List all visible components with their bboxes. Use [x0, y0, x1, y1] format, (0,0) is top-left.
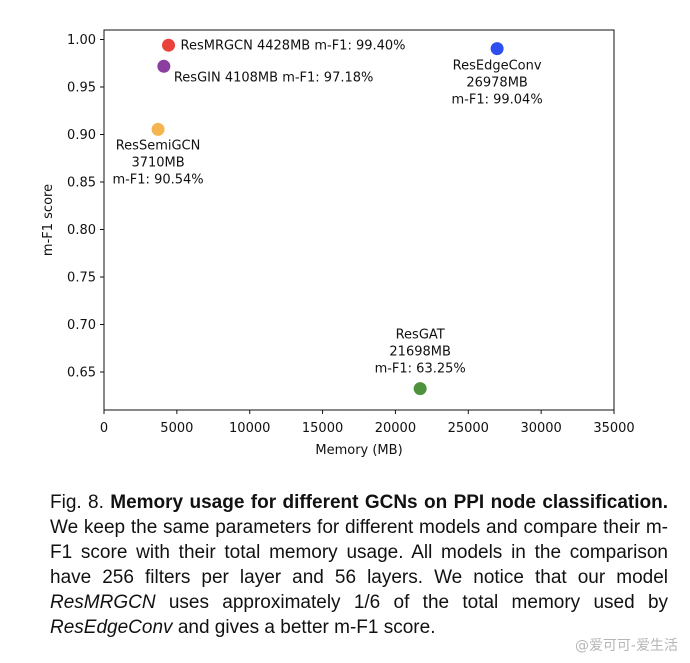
- label-ressemigcn: 3710MB: [131, 155, 184, 170]
- x-tick-label: 20000: [375, 421, 416, 436]
- y-tick-label: 0.65: [67, 366, 96, 381]
- label-ressemigcn: m-F1: 90.54%: [112, 172, 203, 187]
- point-labels: ResMRGCN 4428MB m-F1: 99.40% ResGIN 4108M…: [112, 39, 542, 377]
- y-tick-label: 0.90: [67, 128, 96, 143]
- figure-caption: Fig. 8. Memory usage for different GCNs …: [50, 490, 668, 640]
- label-resgat: ResGAT: [396, 328, 445, 343]
- x-tick-label: 10000: [229, 421, 270, 436]
- y-tick-label: 0.70: [67, 318, 96, 333]
- caption-fig-number: Fig. 8.: [50, 492, 104, 513]
- y-tick-label: 0.85: [67, 176, 96, 191]
- x-tick-label: 30000: [520, 421, 561, 436]
- caption-model-2: ResEdgeConv: [50, 617, 173, 638]
- y-axis-title: m-F1 score: [41, 184, 56, 256]
- label-resgat: 21698MB: [389, 345, 451, 360]
- caption-model-1: ResMRGCN: [50, 592, 156, 613]
- caption-text-3: and gives a better m-F1 score.: [177, 617, 436, 638]
- point-resgin: [157, 59, 171, 73]
- point-ressemigcn: [151, 122, 165, 136]
- caption-title: Memory usage for different GCNs on PPI n…: [110, 492, 668, 513]
- label-resmrgcn: ResMRGCN 4428MB m-F1: 99.40%: [181, 39, 406, 54]
- x-axis: 0 5000 10000 15000 20000 25000 30000 35000: [100, 410, 635, 436]
- y-tick-label: 0.80: [67, 223, 96, 238]
- y-tick-label: 0.95: [67, 81, 96, 96]
- x-tick-label: 15000: [302, 421, 343, 436]
- label-resedgeconv: m-F1: 99.04%: [452, 93, 543, 108]
- plot-frame: [103, 29, 615, 411]
- y-axis: 0.65 0.70 0.75 0.80 0.85 0.90 0.95 1.00: [67, 33, 104, 381]
- caption-text-2: uses approximately 1/6 of the total memo…: [168, 592, 669, 613]
- x-tick-label: 0: [100, 421, 108, 436]
- point-resedgeconv: [490, 42, 504, 56]
- x-axis-title: Memory (MB): [315, 443, 402, 458]
- label-resedgeconv: ResEdgeConv: [453, 59, 542, 74]
- point-resgat: [413, 382, 427, 396]
- label-resgat: m-F1: 63.25%: [375, 362, 466, 377]
- point-resmrgcn: [162, 38, 176, 52]
- x-tick-label: 5000: [160, 421, 193, 436]
- x-tick-label: 35000: [593, 421, 634, 436]
- caption-text-1: We keep the same parameters for differen…: [50, 517, 668, 588]
- watermark: @爱可可-爱生活: [574, 638, 678, 654]
- label-resedgeconv: 26978MB: [466, 76, 528, 91]
- y-tick-label: 0.75: [67, 271, 96, 286]
- x-tick-label: 25000: [448, 421, 489, 436]
- y-tick-label: 1.00: [67, 33, 96, 48]
- label-resgin: ResGIN 4108MB m-F1: 97.18%: [174, 70, 374, 85]
- scatter-chart: 0.65 0.70 0.75 0.80 0.85 0.90 0.95 1.00 0 5000 10…: [41, 29, 635, 458]
- data-points: [151, 38, 504, 396]
- label-ressemigcn: ResSemiGCN: [116, 138, 201, 153]
